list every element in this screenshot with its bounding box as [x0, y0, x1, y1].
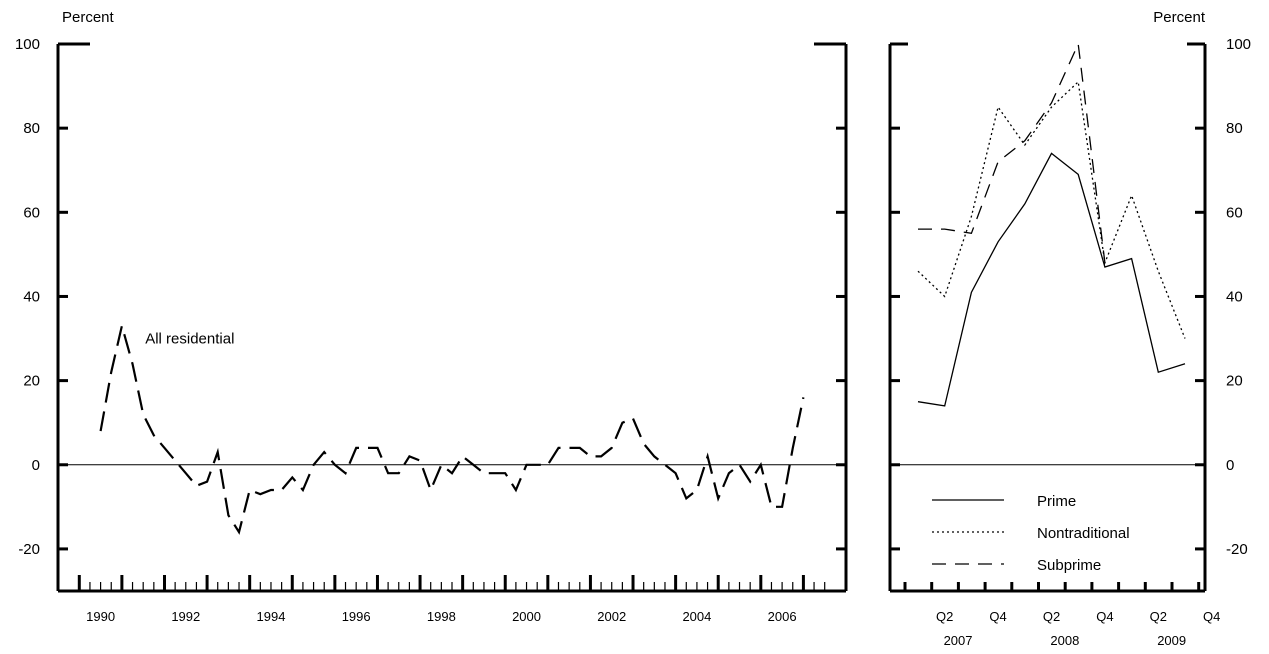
left-ytick-label: 20 — [23, 373, 40, 390]
left-xtick-label: 2006 — [768, 609, 797, 624]
legend-label-prime: Prime — [1037, 493, 1076, 510]
right-ytick-label: 100 — [1226, 36, 1251, 53]
left-xtick-label: 2000 — [512, 609, 541, 624]
right-panel: -20 0 20 40 60 80 100 Q2 Q4 Q2 Q4 Q2 Q4 2007 2008 2009 P… — [888, 36, 1251, 648]
right-xtick-label: Q2 — [1150, 609, 1167, 624]
left-ytick-label: 80 — [23, 120, 40, 137]
right-xtick-label: Q2 — [936, 609, 953, 624]
left-panel: -20 0 20 40 60 80 100 1990 1992 1994 1996 1998 2000 2… — [15, 36, 848, 624]
left-y-axis-label: Percent — [62, 9, 115, 26]
series-line-prime — [917, 152, 1186, 407]
right-y-axis-label: Percent — [1153, 9, 1206, 26]
left-xtick-label: 1992 — [171, 609, 200, 624]
left-ytick-label: 60 — [23, 204, 40, 221]
right-year-label: 2009 — [1157, 633, 1186, 648]
left-xtick-label: 2004 — [682, 609, 711, 624]
right-xtick-label: Q4 — [989, 609, 1006, 624]
left-xtick-label: 1990 — [86, 609, 115, 624]
series-line-nontraditional — [917, 80, 1186, 339]
right-ytick-label: 0 — [1226, 457, 1234, 474]
left-xtick-label: 1994 — [257, 609, 286, 624]
right-year-label: 2008 — [1050, 633, 1079, 648]
series-line-all-residential — [99, 325, 805, 535]
legend-label-nontraditional: Nontraditional — [1037, 525, 1130, 542]
right-ytick-label: 60 — [1226, 204, 1243, 221]
right-ytick-label: -20 — [1226, 541, 1248, 558]
right-xtick-label: Q4 — [1203, 609, 1220, 624]
left-ytick-label: 40 — [23, 288, 40, 305]
series-line-subprime — [918, 41, 1106, 263]
left-ytick-label: -20 — [18, 541, 40, 558]
right-ytick-label: 20 — [1226, 373, 1243, 390]
left-xtick-label: 1996 — [342, 609, 371, 624]
left-xtick-label: 2002 — [597, 609, 626, 624]
left-xtick-label: 1998 — [427, 609, 456, 624]
left-ytick-label: 100 — [15, 36, 40, 53]
annotation-all-residential: All residential — [145, 331, 234, 348]
right-xtick-label: Q4 — [1096, 609, 1113, 624]
right-ytick-label: 40 — [1226, 288, 1243, 305]
right-xtick-label: Q2 — [1043, 609, 1060, 624]
right-ytick-label: 80 — [1226, 120, 1243, 137]
right-year-label: 2007 — [944, 633, 973, 648]
left-ytick-label: 0 — [32, 457, 40, 474]
legend-label-subprime: Subprime — [1037, 557, 1101, 574]
